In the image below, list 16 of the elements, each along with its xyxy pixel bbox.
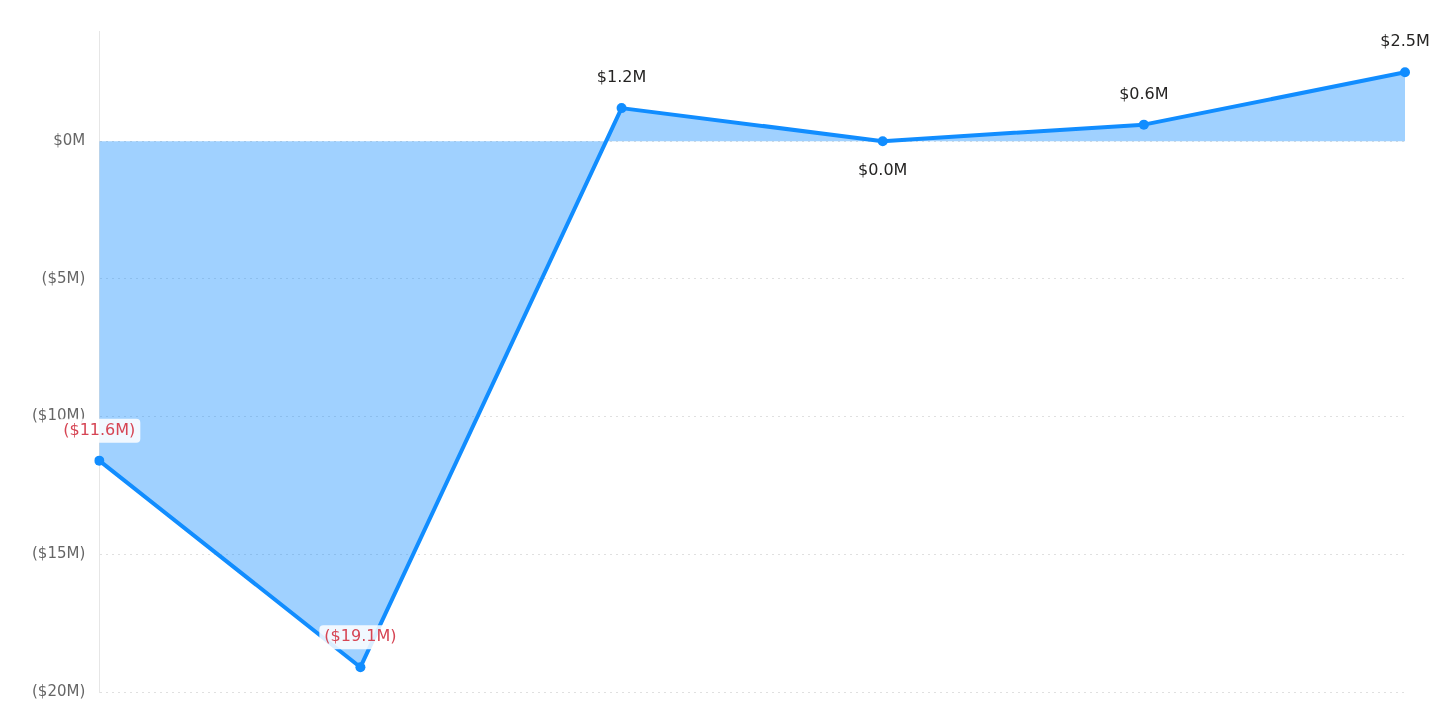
point [616,103,627,114]
data-label: ($19.1M) [324,626,397,646]
y-tick-label: ($15M) [32,544,86,563]
data-label: $2.5M [1380,31,1430,51]
point [94,455,105,466]
y-tick-label: ($20M) [32,681,86,700]
data-label: $0.0M [857,160,908,180]
data-label: ($11.6M) [63,419,136,439]
point [1138,119,1149,130]
point [1400,67,1410,78]
point [877,136,888,147]
point [355,662,366,673]
data-label: $0.6M [1119,83,1169,103]
data-label: $1.2M [596,67,647,87]
y-tick-label: $0M [53,131,86,150]
y-tick-label: ($5M) [41,268,86,287]
